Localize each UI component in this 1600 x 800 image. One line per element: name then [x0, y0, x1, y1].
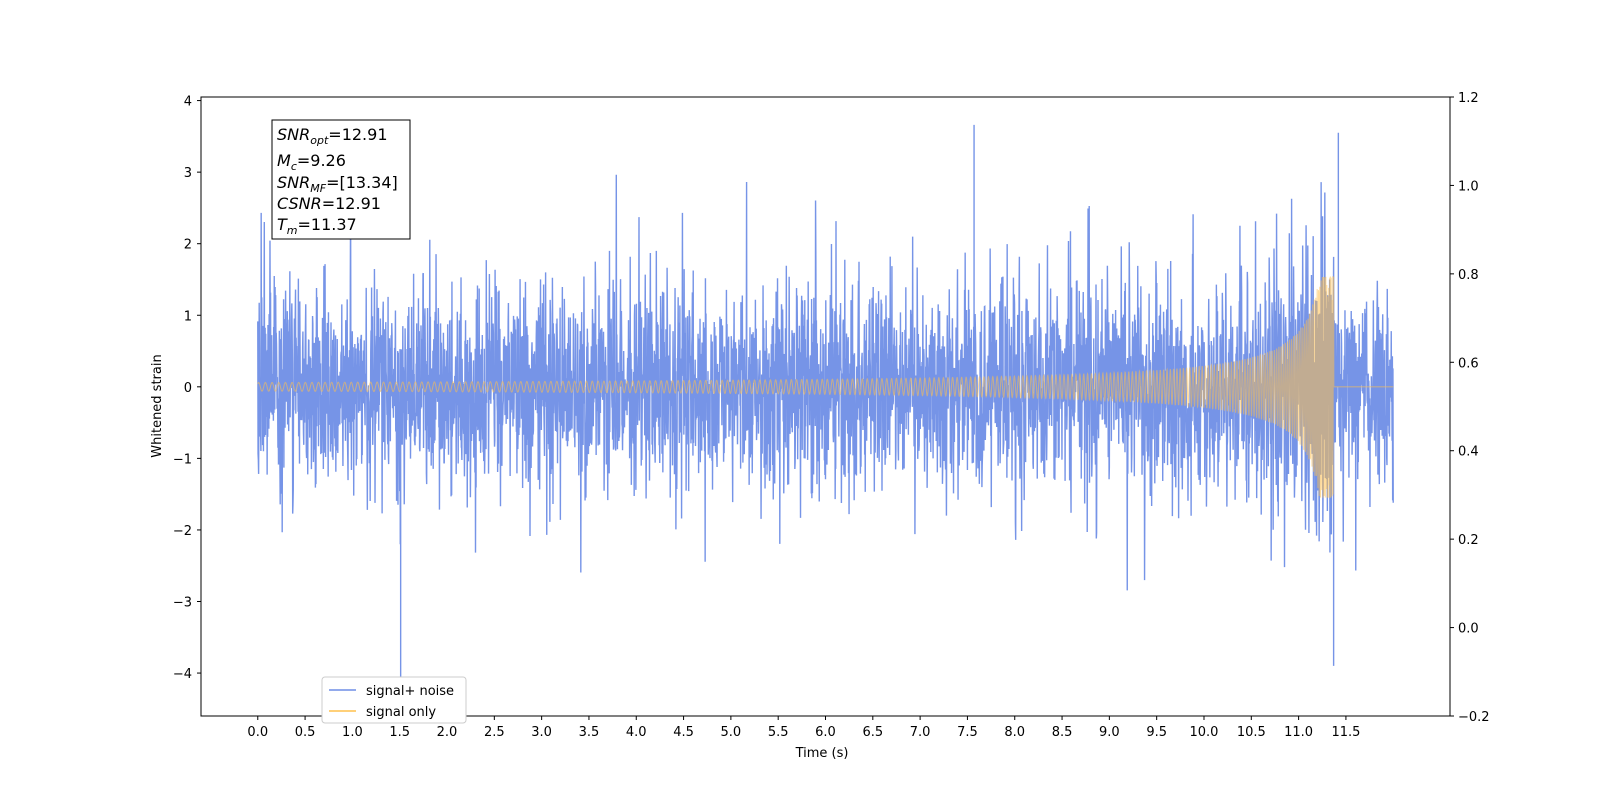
y-axis-left: −4 −3 −2 −1 0 1 2 3 4: [173, 95, 201, 682]
series-line-signal-only: [257, 276, 1394, 498]
x-tick-label: 4.0: [626, 725, 647, 740]
x-tick-label: 3.5: [579, 725, 600, 740]
y-tick-label: −4: [173, 667, 192, 682]
legend-label-signal-only: signal only: [366, 705, 436, 720]
y-tick-label: −2: [173, 524, 192, 539]
y2-tick-label: 0.0: [1458, 622, 1479, 637]
y-tick-label: 2: [184, 238, 192, 253]
y2-tick-label: 0.6: [1458, 356, 1479, 371]
x-tick-label: 7.5: [957, 725, 978, 740]
annotation-line: Tm=11.37: [277, 215, 357, 237]
y-tick-label: 4: [184, 95, 192, 110]
annotation-line: CSNR=12.91: [277, 194, 381, 213]
y2-tick-label: −0.2: [1458, 710, 1490, 725]
signal-series-layer: [257, 276, 1394, 498]
y-tick-label: 1: [184, 309, 192, 324]
x-tick-label: 3.0: [531, 725, 552, 740]
x-tick-label: 0.0: [247, 725, 268, 740]
annotation-frame: [271, 119, 411, 240]
x-axis-label: Time (s): [795, 746, 849, 761]
x-tick-label: 0.5: [295, 725, 316, 740]
x-tick-label: 6.5: [862, 725, 883, 740]
y2-tick-label: 0.2: [1458, 533, 1479, 548]
legend: signal+ noise signal only: [321, 676, 467, 724]
x-tick-label: 2.5: [484, 725, 505, 740]
x-tick-label: 9.5: [1146, 725, 1167, 740]
y2-tick-label: 0.8: [1458, 268, 1479, 283]
x-tick-label: 1.5: [389, 725, 410, 740]
x-tick-label: 7.0: [910, 725, 931, 740]
annotation-line: SNRMF=[13.34]: [277, 173, 398, 195]
legend-label-signal-noise: signal+ noise: [366, 684, 454, 699]
noise-series-layer: [257, 124, 1394, 684]
y-tick-label: −3: [173, 596, 192, 611]
series-line-signal-plus-noise: [257, 124, 1394, 684]
x-tick-label: 8.0: [1004, 725, 1025, 740]
x-tick-label: 2.0: [437, 725, 458, 740]
y2-tick-label: 1.0: [1458, 179, 1479, 194]
x-tick-label: 11.0: [1284, 725, 1313, 740]
x-tick-label: 11.5: [1331, 725, 1360, 740]
y2-tick-label: 1.2: [1458, 91, 1479, 106]
annotation-line: SNRopt=12.91: [277, 125, 388, 147]
x-tick-label: 8.5: [1052, 725, 1073, 740]
x-tick-label: 9.0: [1099, 725, 1120, 740]
y-tick-label: 0: [184, 381, 192, 396]
y-axis-label: Whitened strain: [150, 354, 165, 457]
y-tick-label: −1: [173, 452, 192, 467]
x-tick-label: 5.0: [721, 725, 742, 740]
metrics-annotation-box: SNRopt=12.91 Mc=9.26SNRMF=[13.34]CSNR=12.…: [271, 119, 411, 240]
annotation-line: Mc=9.26: [277, 151, 346, 173]
y-axis-right: −0.2 0.0 0.2 0.4 0.6 0.8 1.0 1.2: [1450, 91, 1490, 725]
x-tick-label: 10.0: [1190, 725, 1219, 740]
x-tick-label: 1.0: [342, 725, 363, 740]
x-tick-label: 5.5: [768, 725, 789, 740]
x-axis: 0.0 0.5 1.0 1.5 2.0 2.5 3.0 3.5 4.0 4.5 5.0 5.5 6.0 6…: [247, 716, 1360, 740]
x-tick-label: 6.0: [815, 725, 836, 740]
y2-tick-label: 0.4: [1458, 445, 1479, 460]
y-tick-label: 3: [184, 166, 192, 181]
legend-frame: [321, 676, 467, 724]
x-tick-label: 4.5: [673, 725, 694, 740]
x-tick-label: 10.5: [1237, 725, 1266, 740]
